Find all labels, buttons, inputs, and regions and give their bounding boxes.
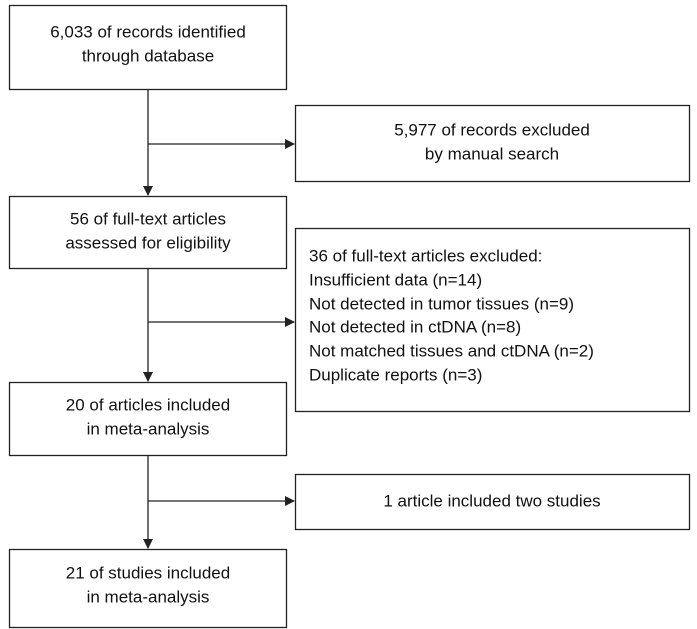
box-text: Not detected in tumor tissues (n=9) bbox=[309, 294, 574, 313]
box-text: 1 article included two studies bbox=[383, 491, 600, 510]
box-text: 20 of articles included bbox=[66, 395, 230, 414]
box bbox=[294, 227, 691, 413]
box bbox=[294, 473, 691, 531]
box-text: 36 of full-text articles excluded: bbox=[309, 246, 542, 265]
box-text: 21 of studies included bbox=[66, 563, 230, 582]
box-text: in meta-analysis bbox=[87, 587, 210, 606]
box-text: Not detected in ctDNA (n=8) bbox=[309, 317, 521, 336]
box bbox=[8, 195, 288, 270]
box bbox=[294, 104, 691, 183]
box-text: Not matched tissues and ctDNA (n=2) bbox=[309, 341, 594, 360]
box bbox=[8, 381, 288, 457]
box-text: 5,977 of records excluded bbox=[394, 120, 590, 139]
box-text: 56 of full-text articles bbox=[70, 209, 226, 228]
box-text: in meta-analysis bbox=[87, 419, 210, 438]
box bbox=[8, 4, 288, 91]
box-text: through database bbox=[82, 46, 214, 65]
box-text: Insufficient data (n=14) bbox=[309, 270, 482, 289]
box-text: Duplicate reports (n=3) bbox=[309, 365, 482, 384]
box-text: assessed for eligibility bbox=[65, 233, 231, 252]
box-text: by manual search bbox=[425, 144, 559, 163]
box-text: 6,033 of records identified bbox=[50, 22, 246, 41]
box bbox=[8, 548, 288, 629]
